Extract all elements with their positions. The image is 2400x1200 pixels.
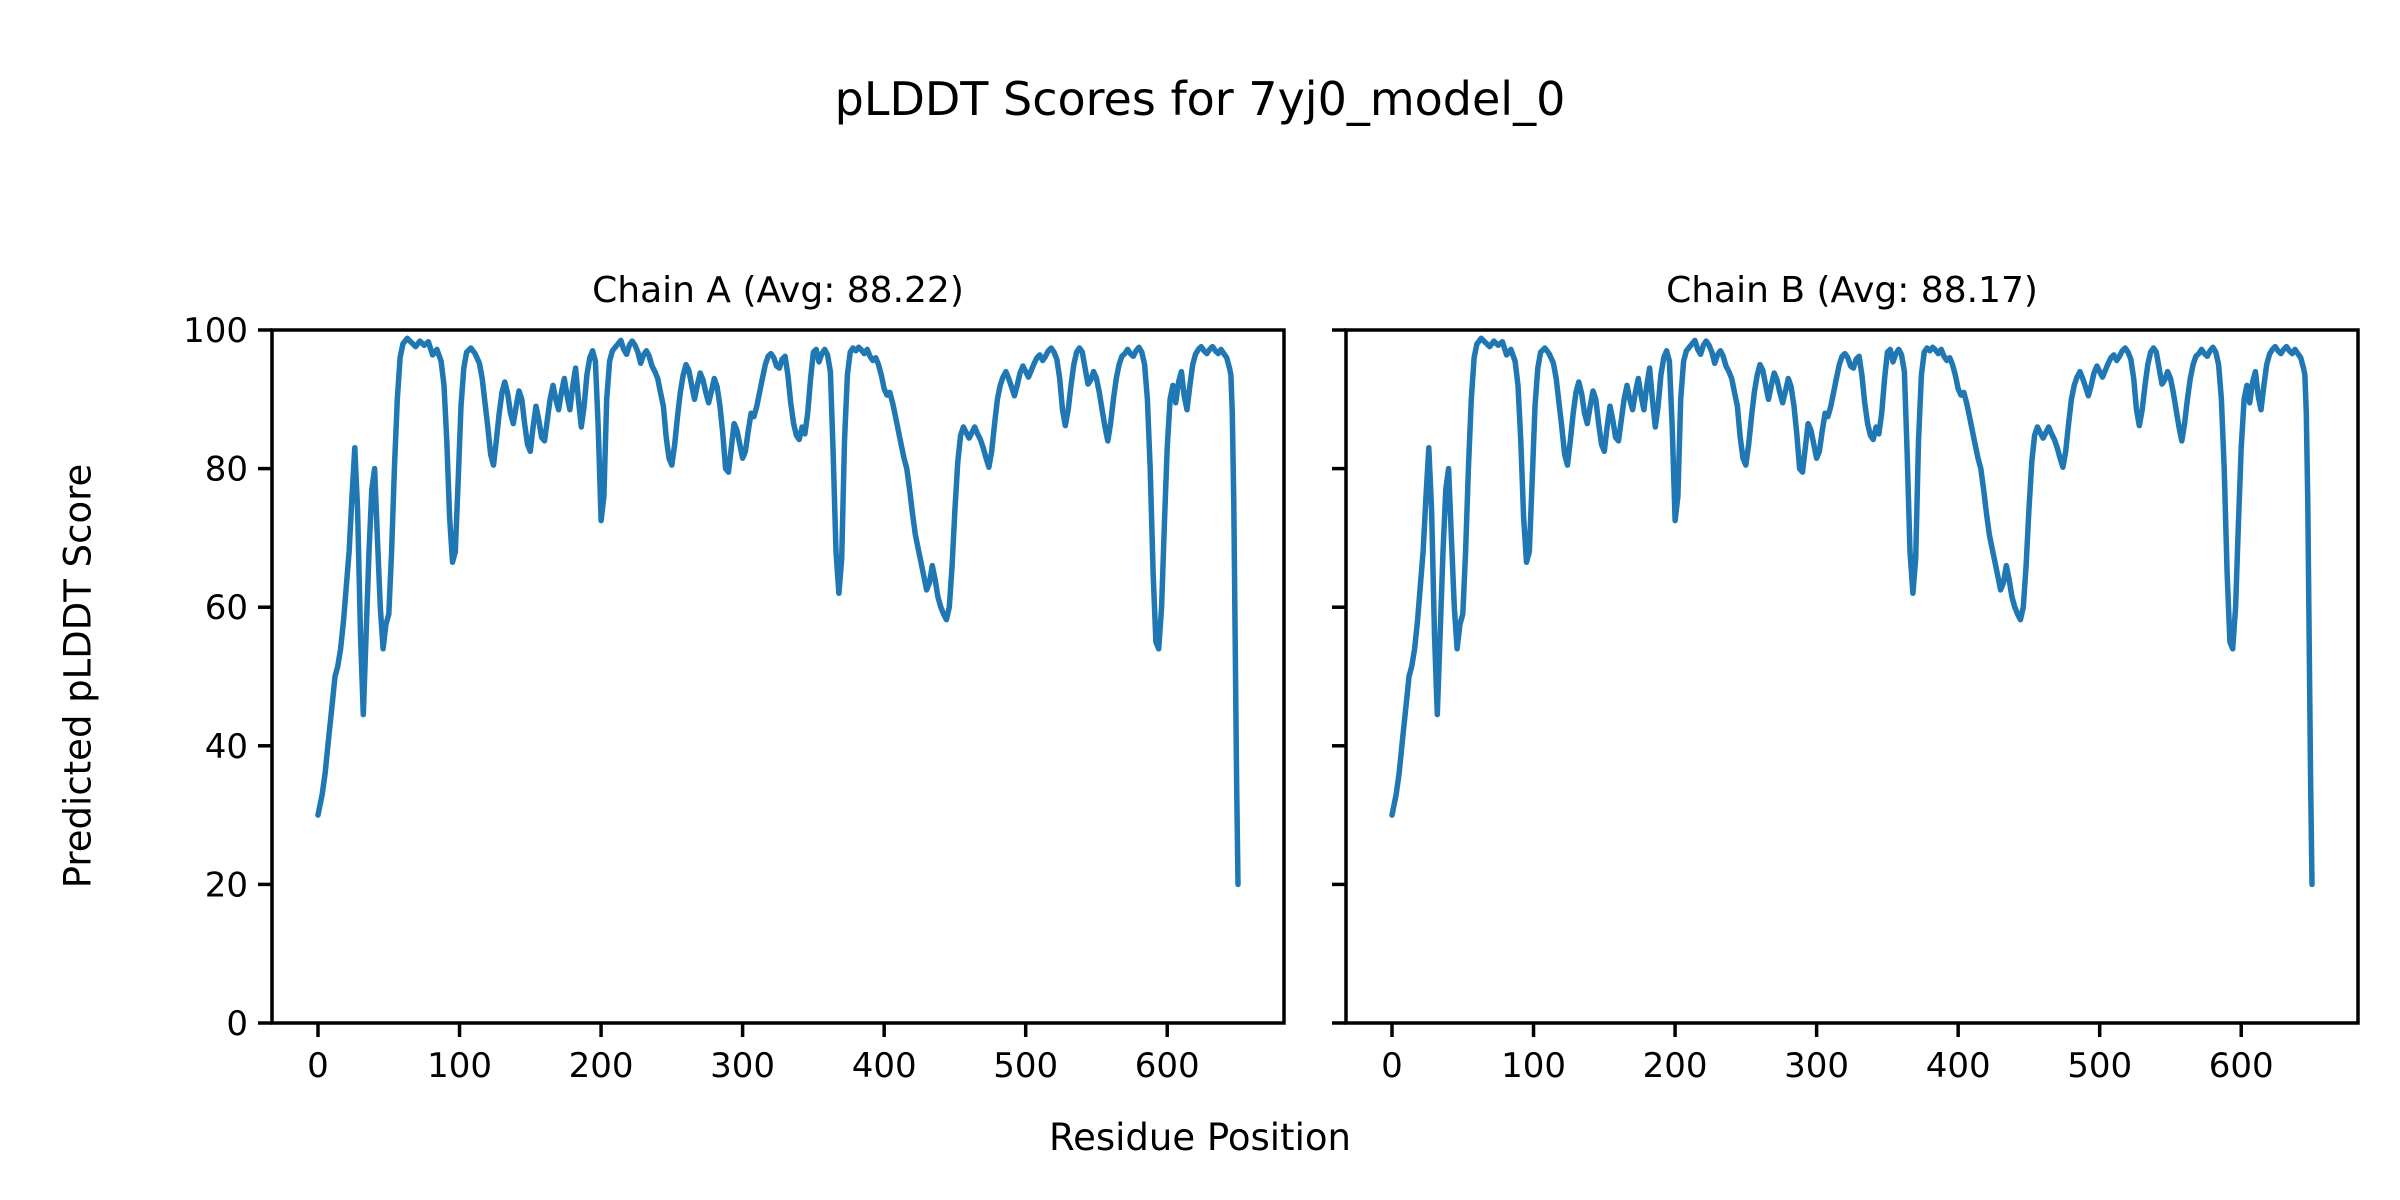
- subplot-chain-b-title: Chain B (Avg: 88.17): [1666, 270, 2038, 311]
- x-tick-label: 200: [1643, 1046, 1708, 1086]
- y-tick-label: 0: [226, 1004, 248, 1044]
- figure-title: pLDDT Scores for 7yj0_model_0: [834, 72, 1566, 126]
- x-tick-label: 0: [1381, 1046, 1403, 1086]
- x-axis-label: Residue Position: [1049, 1116, 1351, 1159]
- x-tick-label: 200: [569, 1046, 634, 1086]
- y-tick-label: 100: [183, 311, 248, 351]
- x-tick-label: 300: [1784, 1046, 1849, 1086]
- plot-border-chain-a: [270, 328, 1286, 1025]
- y-tick-label: 40: [205, 727, 248, 767]
- x-tick-label: 600: [2209, 1046, 2274, 1086]
- subplot-chain-a-title: Chain A (Avg: 88.22): [592, 270, 964, 311]
- plddt-line-chain-a: [315, 335, 1241, 888]
- x-tick-label: 500: [993, 1046, 1058, 1086]
- y-tick-label: 20: [205, 865, 248, 905]
- x-tick-label: 500: [2067, 1046, 2132, 1086]
- x-tick-label: 300: [710, 1046, 775, 1086]
- x-tick-label: 400: [852, 1046, 917, 1086]
- x-tick-label: 100: [427, 1046, 492, 1086]
- y-tick-label: 60: [205, 588, 248, 628]
- x-tick-label: 400: [1926, 1046, 1991, 1086]
- plot-border-chain-b: [1344, 328, 2360, 1025]
- x-tick-label: 100: [1501, 1046, 1566, 1086]
- y-tick-label: 80: [205, 450, 248, 490]
- plddt-line-chain-b: [1389, 335, 2315, 888]
- x-tick-label: 600: [1135, 1046, 1200, 1086]
- x-tick-label: 0: [307, 1046, 329, 1086]
